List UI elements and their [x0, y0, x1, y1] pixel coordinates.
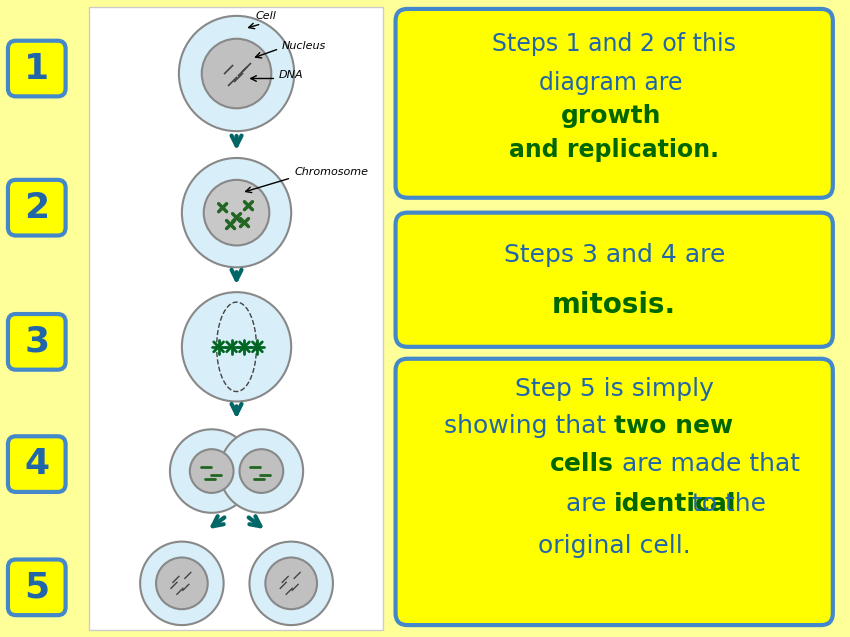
Text: original cell.: original cell.	[538, 534, 690, 557]
Text: DNA: DNA	[278, 71, 303, 80]
Text: are: are	[566, 492, 615, 516]
Text: 5: 5	[24, 570, 49, 605]
Text: Steps 1 and 2 of this: Steps 1 and 2 of this	[492, 32, 736, 55]
Circle shape	[178, 16, 294, 131]
Text: 3: 3	[24, 325, 49, 359]
Text: diagram are: diagram are	[539, 71, 689, 96]
Circle shape	[182, 158, 292, 268]
Text: mitosis.: mitosis.	[552, 291, 677, 319]
FancyBboxPatch shape	[395, 359, 833, 625]
Text: Step 5 is simply: Step 5 is simply	[515, 376, 714, 401]
FancyBboxPatch shape	[8, 559, 65, 615]
Circle shape	[219, 429, 303, 513]
FancyBboxPatch shape	[8, 314, 65, 369]
FancyBboxPatch shape	[8, 41, 65, 96]
FancyBboxPatch shape	[395, 9, 833, 197]
Text: Steps 3 and 4 are: Steps 3 and 4 are	[503, 243, 725, 268]
Text: Nucleus: Nucleus	[281, 41, 326, 51]
Text: Cell: Cell	[256, 11, 277, 21]
Text: 1: 1	[24, 52, 49, 85]
FancyBboxPatch shape	[8, 436, 65, 492]
FancyBboxPatch shape	[8, 180, 65, 236]
Text: identical: identical	[615, 492, 737, 516]
FancyBboxPatch shape	[395, 213, 833, 347]
Text: 2: 2	[24, 190, 49, 225]
Circle shape	[190, 449, 234, 493]
Circle shape	[140, 541, 224, 625]
Circle shape	[156, 557, 207, 609]
FancyBboxPatch shape	[89, 7, 382, 630]
Text: and replication.: and replication.	[509, 138, 719, 162]
Text: are made that: are made that	[615, 452, 800, 476]
Circle shape	[240, 449, 283, 493]
Text: showing that: showing that	[444, 414, 615, 438]
Circle shape	[170, 429, 253, 513]
Text: growth: growth	[561, 104, 661, 128]
Circle shape	[201, 39, 271, 108]
Text: to the: to the	[683, 492, 766, 516]
Circle shape	[265, 557, 317, 609]
Text: cells: cells	[550, 452, 615, 476]
Circle shape	[182, 292, 292, 401]
Text: 4: 4	[24, 447, 49, 481]
Circle shape	[249, 541, 333, 625]
Text: Chromosome: Chromosome	[294, 167, 368, 177]
Text: two new: two new	[615, 414, 734, 438]
Circle shape	[204, 180, 269, 245]
FancyBboxPatch shape	[0, 2, 89, 635]
